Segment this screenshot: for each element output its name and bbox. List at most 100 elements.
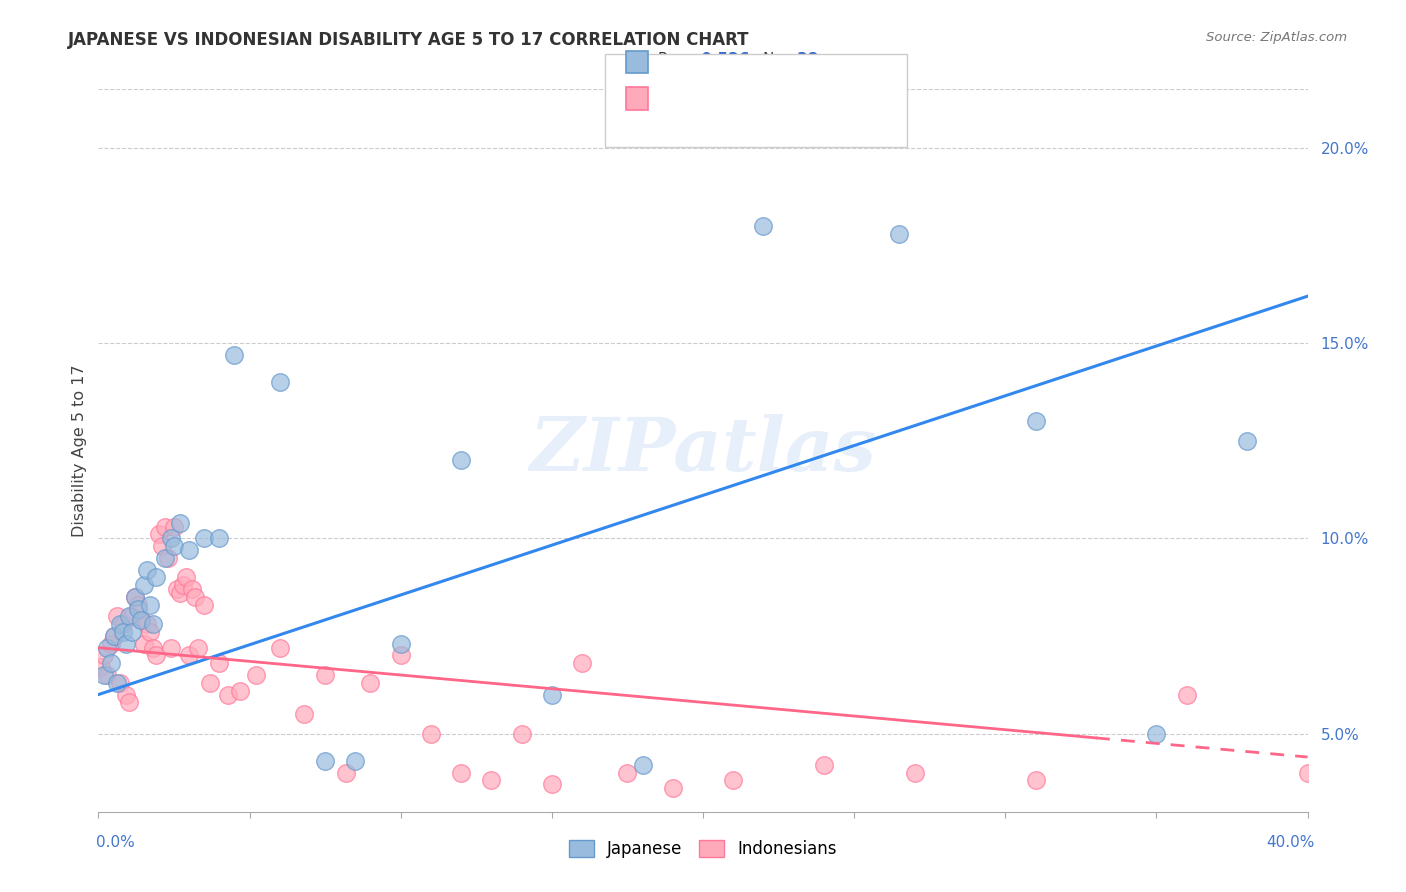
Point — [1024, 773, 1046, 788]
Point — [105, 609, 128, 624]
Point — [229, 683, 252, 698]
Point — [127, 598, 149, 612]
Point — [114, 637, 136, 651]
Point — [616, 765, 638, 780]
Text: -0.156: -0.156 — [696, 89, 751, 103]
Point — [752, 219, 775, 233]
Point — [148, 527, 170, 541]
Point — [450, 453, 472, 467]
Point — [314, 754, 336, 768]
Point — [132, 637, 155, 651]
Text: N =: N = — [763, 53, 793, 67]
Point — [142, 640, 165, 655]
Point — [153, 519, 176, 533]
Point — [124, 590, 146, 604]
Point — [292, 707, 315, 722]
Point — [360, 676, 382, 690]
Point — [163, 519, 186, 533]
Point — [124, 590, 146, 604]
Point — [169, 516, 191, 530]
Point — [904, 765, 927, 780]
Point — [723, 773, 745, 788]
Point — [179, 648, 201, 663]
Text: 38: 38 — [797, 53, 818, 67]
Point — [160, 640, 183, 655]
Point — [135, 563, 157, 577]
Point — [139, 625, 162, 640]
Point — [127, 601, 149, 615]
Point — [181, 582, 204, 596]
Text: 40.0%: 40.0% — [1267, 836, 1315, 850]
Point — [217, 688, 239, 702]
Point — [245, 668, 267, 682]
Point — [132, 578, 155, 592]
Point — [389, 637, 412, 651]
Point — [121, 625, 143, 640]
Text: 0.526: 0.526 — [696, 53, 749, 67]
Point — [1175, 688, 1198, 702]
Point — [145, 648, 167, 663]
Point — [172, 578, 194, 592]
Point — [160, 532, 183, 546]
Point — [103, 629, 125, 643]
Point — [420, 726, 443, 740]
Text: 59: 59 — [797, 89, 818, 103]
Point — [108, 676, 131, 690]
Point — [540, 777, 562, 791]
Point — [187, 640, 209, 655]
Point — [193, 598, 215, 612]
Point — [208, 657, 231, 671]
Text: R =: R = — [658, 53, 686, 67]
Point — [224, 348, 246, 362]
Point — [344, 754, 367, 768]
Text: ZIPatlas: ZIPatlas — [530, 414, 876, 487]
Point — [90, 660, 112, 674]
Point — [314, 668, 336, 682]
Point — [103, 629, 125, 643]
Point — [153, 550, 176, 565]
Point — [166, 582, 188, 596]
Point — [1024, 414, 1046, 428]
Point — [93, 668, 115, 682]
Point — [1144, 726, 1167, 740]
Text: R =: R = — [658, 89, 686, 103]
Point — [135, 617, 157, 632]
Point — [93, 648, 115, 663]
Text: 0.0%: 0.0% — [96, 836, 135, 850]
Point — [111, 625, 134, 640]
Point — [169, 586, 191, 600]
Point — [111, 617, 134, 632]
Point — [200, 676, 222, 690]
Point — [150, 539, 173, 553]
Point — [96, 640, 118, 655]
Point — [174, 570, 197, 584]
Point — [389, 648, 412, 663]
Point — [208, 532, 231, 546]
Point — [193, 532, 215, 546]
Text: JAPANESE VS INDONESIAN DISABILITY AGE 5 TO 17 CORRELATION CHART: JAPANESE VS INDONESIAN DISABILITY AGE 5 … — [67, 31, 749, 49]
Text: N =: N = — [763, 89, 793, 103]
Point — [156, 550, 179, 565]
Point — [118, 695, 141, 709]
Point — [540, 688, 562, 702]
Point — [129, 613, 152, 627]
Point — [889, 227, 911, 241]
Legend: Japanese, Indonesians: Japanese, Indonesians — [562, 833, 844, 865]
Point — [661, 781, 683, 796]
Point — [179, 543, 201, 558]
Point — [450, 765, 472, 780]
Point — [96, 668, 118, 682]
Point — [184, 590, 207, 604]
Point — [145, 570, 167, 584]
Point — [121, 609, 143, 624]
Y-axis label: Disability Age 5 to 17: Disability Age 5 to 17 — [72, 364, 87, 537]
Point — [108, 617, 131, 632]
Point — [100, 657, 122, 671]
Point — [105, 676, 128, 690]
Point — [631, 757, 654, 772]
Point — [142, 617, 165, 632]
Point — [118, 609, 141, 624]
Point — [1296, 765, 1319, 780]
Point — [269, 640, 291, 655]
Point — [481, 773, 503, 788]
